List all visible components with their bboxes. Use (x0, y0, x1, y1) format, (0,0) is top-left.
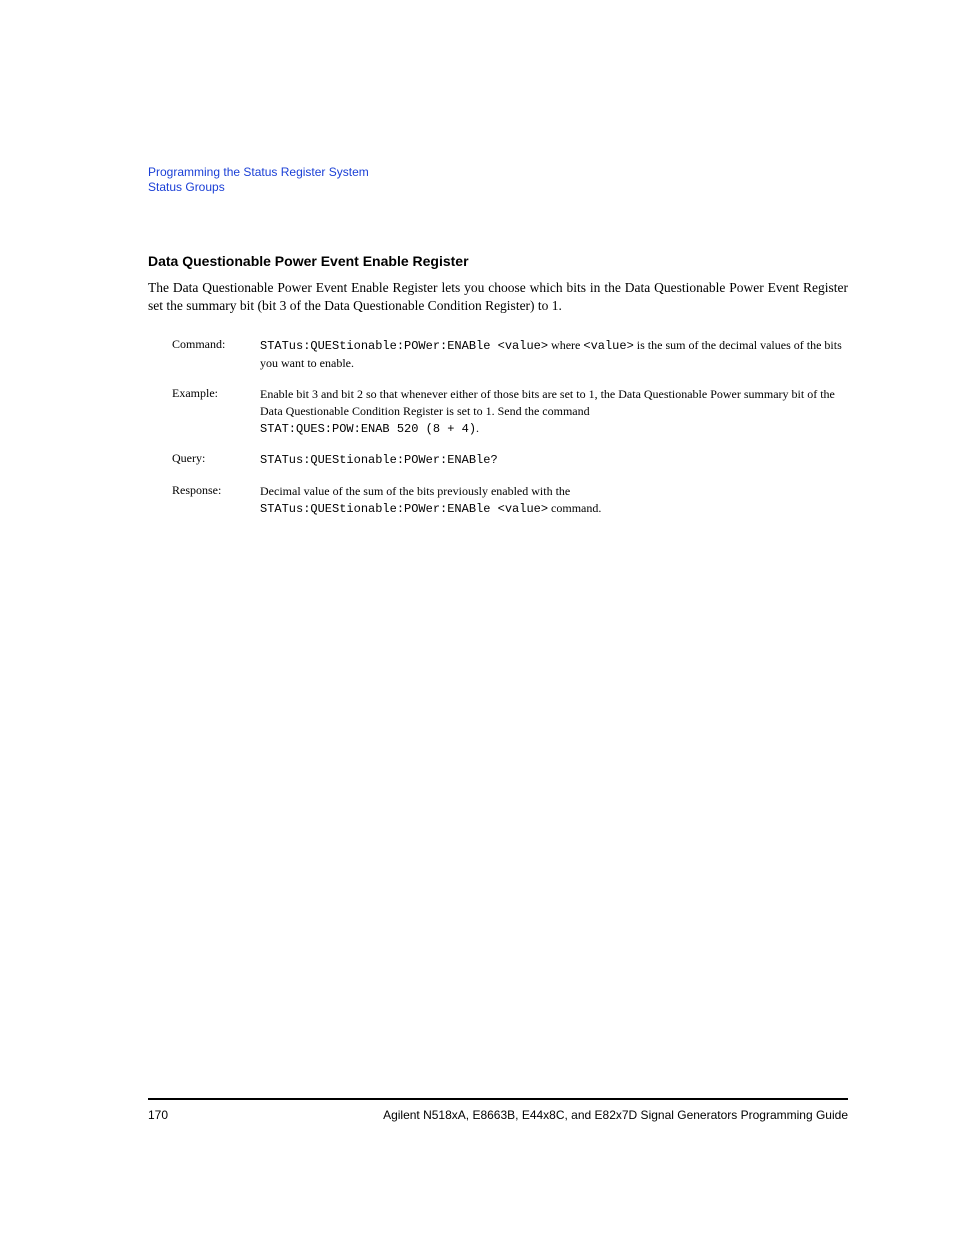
def-label-command: Command: (172, 337, 260, 352)
response-text-pre: Decimal value of the sum of the bits pre… (260, 484, 570, 498)
def-label-example: Example: (172, 386, 260, 401)
definition-table: Command: STATus:QUEStionable:POWer:ENABl… (172, 337, 848, 517)
command-code-2: <value> (583, 339, 633, 353)
command-code-1: STATus:QUEStionable:POWer:ENABle <value> (260, 339, 548, 353)
response-code: STATus:QUEStionable:POWer:ENABle <value> (260, 502, 548, 516)
def-row-response: Response: Decimal value of the sum of th… (172, 483, 848, 518)
def-row-command: Command: STATus:QUEStionable:POWer:ENABl… (172, 337, 848, 372)
header-links: Programming the Status Register System S… (148, 165, 848, 195)
def-value-command: STATus:QUEStionable:POWer:ENABle <value>… (260, 337, 848, 372)
def-value-query: STATus:QUEStionable:POWer:ENABle? (260, 451, 848, 469)
section-title: Data Questionable Power Event Enable Reg… (148, 253, 848, 269)
example-code: STAT:QUES:POW:ENAB 520 (8 + 4) (260, 422, 476, 436)
page-footer: 170 Agilent N518xA, E8663B, E44x8C, and … (148, 1108, 848, 1122)
footer-text: Agilent N518xA, E8663B, E44x8C, and E82x… (383, 1108, 848, 1122)
response-text-post: command. (548, 501, 601, 515)
page-content: Programming the Status Register System S… (148, 165, 848, 532)
def-label-response: Response: (172, 483, 260, 498)
section-paragraph: The Data Questionable Power Event Enable… (148, 279, 848, 315)
footer-rule (148, 1098, 848, 1100)
header-link-2[interactable]: Status Groups (148, 180, 848, 195)
def-value-response: Decimal value of the sum of the bits pre… (260, 483, 848, 518)
def-value-example: Enable bit 3 and bit 2 so that whenever … (260, 386, 848, 437)
def-row-query: Query: STATus:QUEStionable:POWer:ENABle? (172, 451, 848, 469)
page-number: 170 (148, 1108, 168, 1122)
def-label-query: Query: (172, 451, 260, 466)
def-row-example: Example: Enable bit 3 and bit 2 so that … (172, 386, 848, 437)
example-text: Enable bit 3 and bit 2 so that whenever … (260, 387, 835, 418)
example-tail: . (476, 421, 479, 435)
command-text-mid: where (548, 338, 583, 352)
query-code: STATus:QUEStionable:POWer:ENABle? (260, 453, 498, 467)
header-link-1[interactable]: Programming the Status Register System (148, 165, 848, 180)
